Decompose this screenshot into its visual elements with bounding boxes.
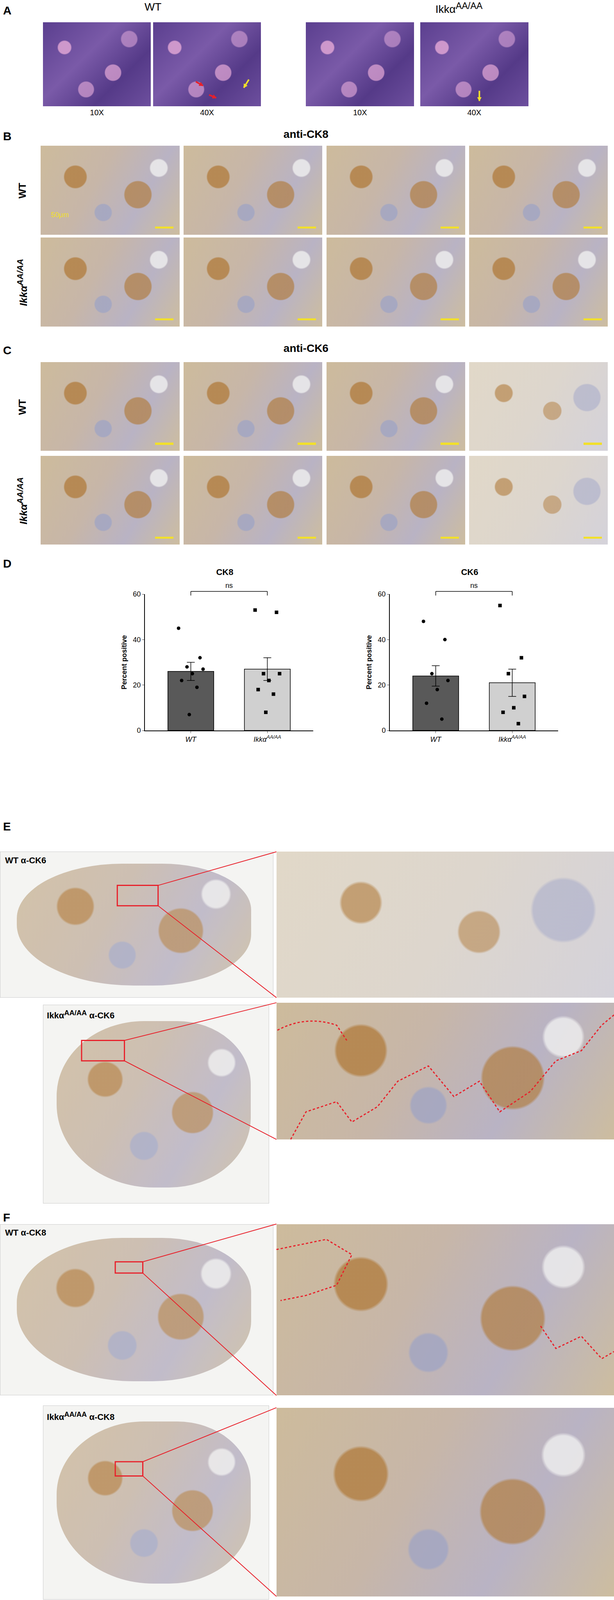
html-text:Ikkα: Ikkα	[17, 285, 30, 307]
svg-text:ns: ns	[225, 581, 233, 590]
html-text:C: C	[3, 343, 12, 357]
html-text:anti-CK8: anti-CK8	[283, 128, 329, 141]
svg-text:40: 40	[377, 635, 386, 644]
html-text:E: E	[3, 820, 11, 833]
html-text:F: F	[3, 1210, 11, 1224]
html-text:Ikkα: Ikkα	[17, 503, 30, 525]
html-text:B: B	[3, 129, 12, 143]
svg-text:CK8: CK8	[216, 567, 234, 577]
svg-text:Percent positive: Percent positive	[120, 635, 129, 690]
svg-text:40: 40	[132, 635, 141, 644]
svg-text:0: 0	[137, 726, 142, 735]
html-text:40X: 40X	[200, 108, 215, 117]
html-text:10X: 10X	[89, 108, 104, 117]
html-text:anti-CK6: anti-CK6	[283, 342, 329, 355]
svg-text:WT: WT	[185, 735, 198, 744]
html-text:IkkαAA/AAα-CK8: IkkαAA/AAα-CK8	[46, 1410, 115, 1423]
html-text:A: A	[3, 4, 12, 17]
html-text:WT: WT	[16, 182, 29, 199]
html-text:D: D	[3, 556, 12, 570]
html-text:IkkαAA/AAα-CK6: IkkαAA/AAα-CK6	[46, 1008, 115, 1021]
svg-text:Ikkα​AA/AA​: Ikkα​AA/AA​	[498, 734, 526, 744]
html-text:IkkαAA/AA: IkkαAA/AA	[435, 0, 483, 16]
svg-text:Percent positive: Percent positive	[365, 635, 374, 690]
svg-text:20: 20	[377, 681, 386, 689]
svg-text:60: 60	[377, 590, 386, 599]
svg-text:CK6: CK6	[460, 567, 479, 577]
svg-text:0: 0	[381, 726, 386, 735]
svg-text:20: 20	[132, 681, 141, 689]
svg-text:Ikkα​AA/AA​: Ikkα​AA/AA​	[253, 734, 281, 744]
html-text:AA/AA: AA/AA	[15, 258, 26, 286]
html-text:40X: 40X	[467, 108, 482, 117]
html-text:10X: 10X	[353, 108, 367, 117]
html-text:AA/AA: AA/AA	[15, 477, 26, 504]
svg-text:ns: ns	[470, 581, 478, 590]
svg-text:60: 60	[132, 590, 141, 599]
html-text:WT: WT	[16, 399, 29, 415]
html-text:WT α-CK6: WT α-CK6	[5, 855, 47, 866]
html-text:WT α-CK8: WT α-CK8	[5, 1227, 47, 1238]
html-text:WT: WT	[144, 0, 162, 13]
svg-text:WT: WT	[430, 735, 442, 744]
html-text:50μm: 50μm	[51, 210, 69, 219]
